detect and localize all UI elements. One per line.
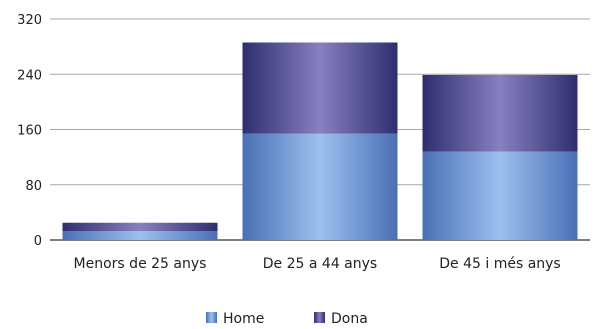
y-tick-label: 160 (17, 124, 42, 139)
y-tick-label: 320 (17, 13, 42, 28)
legend-swatch-home (206, 312, 217, 323)
bar-home-2 (422, 151, 578, 240)
legend-label-dona: Dona (331, 311, 368, 327)
bar-dona-1 (242, 42, 398, 134)
bar-home-1 (242, 133, 398, 240)
bar-home-0 (62, 231, 218, 240)
legend: Home Dona (206, 311, 368, 327)
legend-label-home: Home (223, 311, 264, 327)
x-tick-label: De 45 i més anys (439, 256, 560, 272)
x-axis: Menors de 25 anys De 25 a 44 anys De 45 i … (74, 256, 561, 272)
y-tick-label: 0 (34, 234, 42, 249)
bars (62, 42, 578, 240)
legend-swatch-dona (314, 312, 325, 323)
x-tick-label: De 25 a 44 anys (263, 256, 377, 272)
bar-dona-0 (62, 222, 218, 232)
bar-dona-2 (422, 74, 578, 152)
y-tick-label: 80 (25, 179, 42, 194)
y-axis: 0 80 160 240 320 (17, 13, 42, 249)
x-tick-label: Menors de 25 anys (74, 256, 207, 272)
y-tick-label: 240 (17, 68, 42, 83)
